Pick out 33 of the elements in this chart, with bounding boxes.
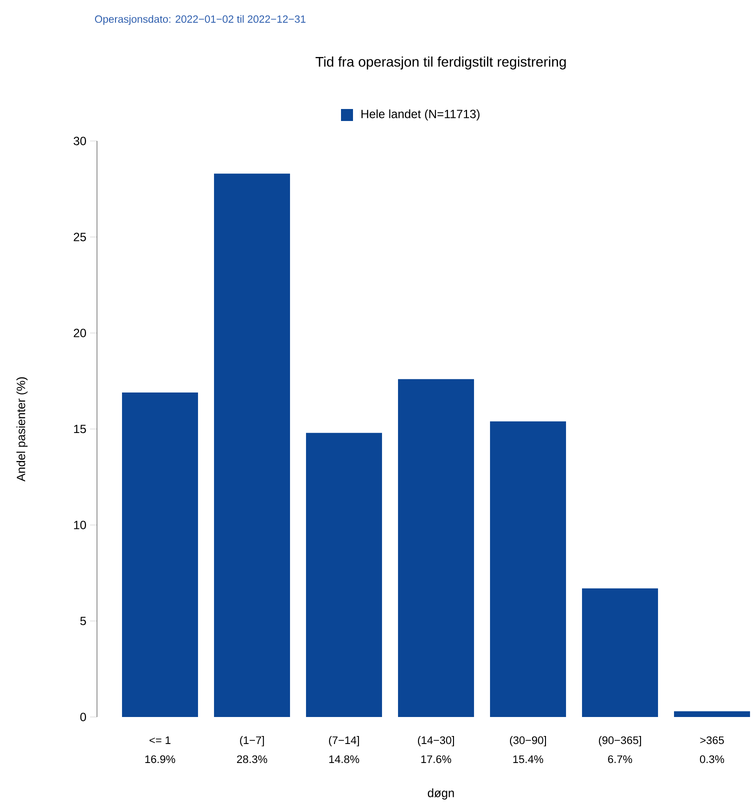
x-tick-label: <= 1	[150, 736, 170, 744]
chart-title: Tid fra operasjon til ferdigstilt registrering	[316, 56, 566, 70]
x-tick-label: (90−365]	[598, 736, 642, 746]
y-tick-label: 20	[74, 328, 86, 338]
x-tick-label: (14−30]	[418, 736, 454, 746]
y-tick-label: 0	[80, 712, 86, 722]
bar	[214, 174, 290, 717]
y-tick-label: 10	[74, 520, 86, 530]
data-label: 0.3%	[700, 755, 724, 764]
data-label: 17.6%	[421, 755, 452, 764]
data-label: 15.4%	[513, 755, 544, 764]
x-tick-label: (7−14]	[329, 736, 359, 746]
bar	[398, 379, 474, 717]
y-tick-label: 30	[74, 136, 86, 146]
data-label: 28.3%	[237, 755, 268, 764]
bar	[122, 392, 198, 717]
x-tick-label: (30−90]	[510, 736, 546, 746]
x-axis-title: døgn	[428, 788, 454, 800]
bar	[582, 588, 658, 717]
bar	[306, 432, 382, 717]
bar	[674, 711, 750, 717]
y-tick-label: 25	[74, 232, 86, 242]
data-label: 6.7%	[608, 755, 632, 764]
x-tick-label: >365	[700, 736, 724, 744]
data-label: 14.8%	[329, 755, 360, 764]
legend-label: Hele landet (N=11713)	[362, 109, 480, 121]
data-label: 16.9%	[145, 755, 176, 764]
y-tick-label: 5	[80, 616, 86, 626]
chart-subtitle: Operasjonsdato: 2022−01−02 til 2022−12−31	[95, 15, 306, 25]
x-tick-label: (1−7]	[240, 736, 264, 746]
bar	[490, 421, 566, 717]
y-tick-label: 15	[74, 424, 86, 434]
y-axis-title: Andel pasienter (%)	[16, 377, 28, 482]
